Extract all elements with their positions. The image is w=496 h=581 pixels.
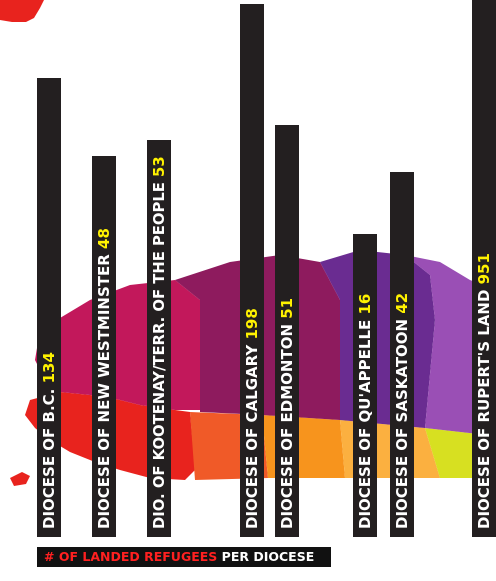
bar-7 <box>390 172 414 537</box>
bars-group: DIOCESE OF B.C. 134 DIOCESE OF NEW WESTMI… <box>37 0 496 537</box>
caption-hash: # <box>44 549 55 564</box>
bar-category-4: DIOCESE OF CALGARY <box>243 340 261 529</box>
bar-1 <box>37 78 61 537</box>
bar-value-4: 198 <box>243 308 261 339</box>
bar-value-5: 51 <box>278 298 296 319</box>
chart-caption: # OF LANDED REFUGEES PER DIOCESE <box>37 547 331 567</box>
bar-category-1: DIOCESE OF B.C. <box>40 383 58 529</box>
map-region-islands <box>10 472 30 486</box>
bar-6 <box>353 234 377 537</box>
bar-label-8: DIOCESE OF RUPERT'S LAND 951 <box>475 253 493 529</box>
bar-value-8: 951 <box>475 253 493 284</box>
bar-value-3: 53 <box>151 156 168 177</box>
bar-3 <box>147 140 171 537</box>
bar-value-1: 134 <box>40 352 58 383</box>
bar-label-4: DIOCESE OF CALGARY 198 <box>243 308 261 529</box>
bar-label-2: DIOCESE OF NEW WESTMINSTER 48 <box>95 228 113 529</box>
bar-category-7: DIOCESE OF SASKATOON <box>393 314 411 529</box>
bar-4 <box>240 4 264 537</box>
bar-value-6: 16 <box>356 294 374 315</box>
bar-label-1: DIOCESE OF B.C. 134 <box>40 352 58 529</box>
caption-rest: PER DIOCESE <box>221 549 315 564</box>
bar-category-3: DIO. OF KOOTENAY/TERR. OF THE PEOPLE <box>151 177 168 529</box>
bar-category-2: DIOCESE OF NEW WESTMINSTER <box>95 249 113 529</box>
bar-category-8: DIOCESE OF RUPERT'S LAND <box>475 284 493 529</box>
bar-2 <box>92 156 116 537</box>
bar-category-5: DIOCESE OF EDMONTON <box>278 319 296 529</box>
bar-8 <box>472 0 496 537</box>
bar-category-6: DIOCESE OF QU'APPELLE <box>356 315 374 529</box>
bar-label-7: DIOCESE OF SASKATOON 42 <box>393 293 411 529</box>
bar-value-2: 48 <box>95 228 113 249</box>
bar-label-6: DIOCESE OF QU'APPELLE 16 <box>356 294 374 529</box>
caption-highlight: OF LANDED REFUGEES <box>58 549 218 564</box>
bar-label-3: DIO. OF KOOTENAY/TERR. OF THE PEOPLE 53 <box>151 156 168 529</box>
bar-5 <box>275 125 299 537</box>
bar-label-5: DIOCESE OF EDMONTON 51 <box>278 298 296 529</box>
map-region-saskatchewan <box>262 415 345 478</box>
corner-mark <box>0 0 44 22</box>
bar-value-7: 42 <box>393 293 411 314</box>
